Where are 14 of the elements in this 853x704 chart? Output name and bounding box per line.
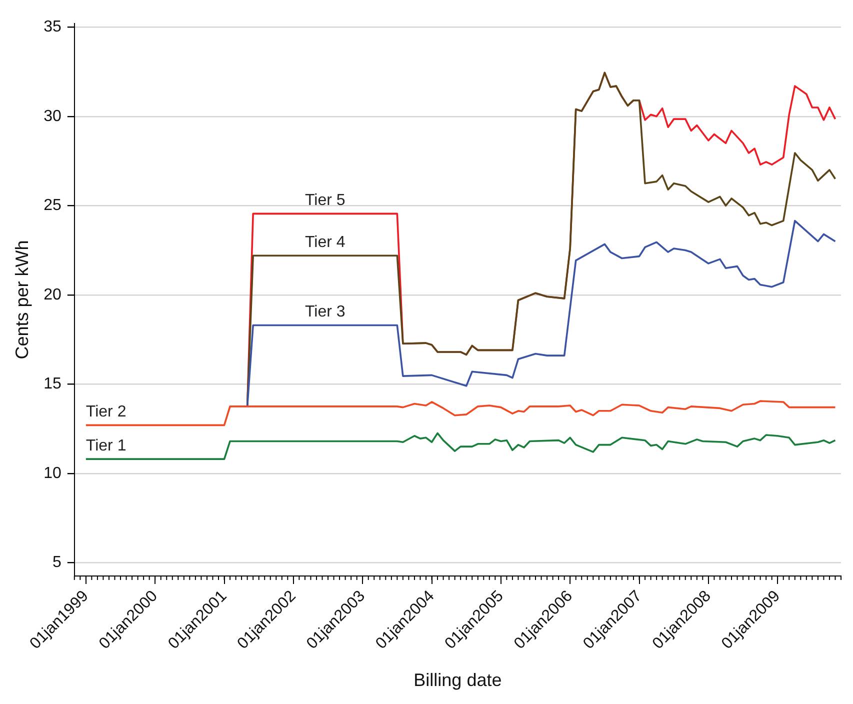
y-tick-label: 25 bbox=[44, 197, 62, 214]
y-tick-label: 5 bbox=[52, 554, 62, 571]
y-tick-label: 10 bbox=[44, 464, 62, 482]
series-label: Tier 2 bbox=[86, 404, 126, 421]
series-label: Tier 3 bbox=[304, 304, 346, 321]
y-tick-label: 15 bbox=[44, 376, 62, 393]
x-axis-title: Billing date bbox=[414, 670, 502, 690]
series-label: Tier 5 bbox=[304, 192, 346, 210]
y-tick-label: 35 bbox=[44, 18, 62, 36]
y-axis-title: Cents per kWh bbox=[12, 240, 32, 360]
series-label: Tier 1 bbox=[86, 437, 126, 454]
series-label: Tier 4 bbox=[304, 234, 346, 252]
y-tick-label: 30 bbox=[44, 108, 62, 125]
y-tick-label: 20 bbox=[44, 286, 62, 304]
